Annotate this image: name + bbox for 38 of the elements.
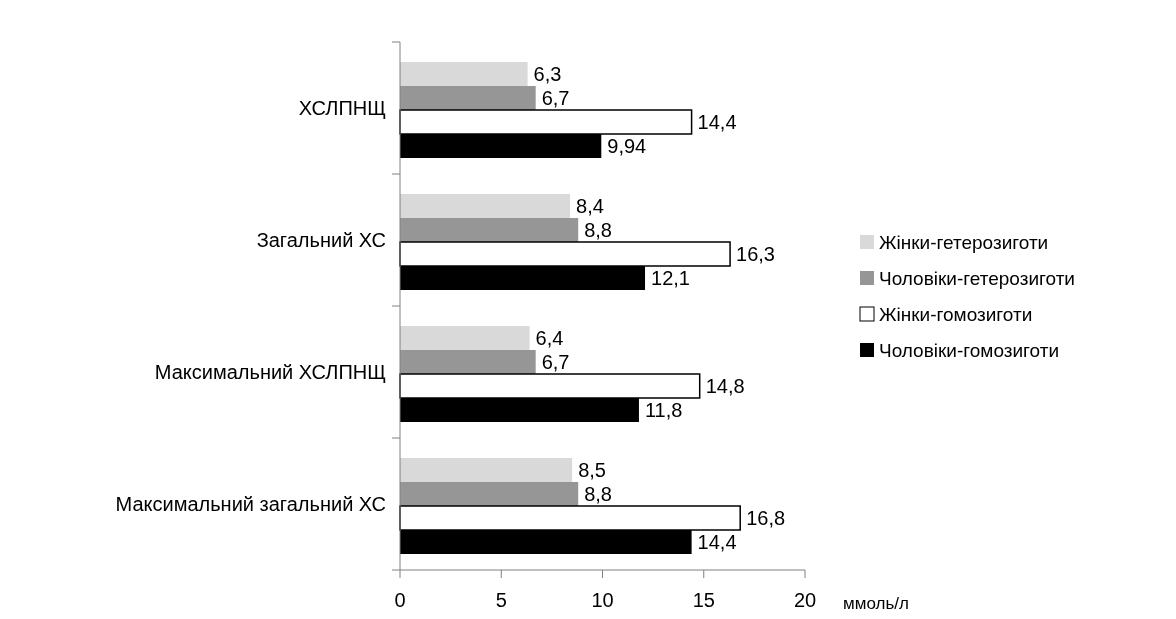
data-label: 12,1: [651, 267, 690, 289]
data-label: 8,5: [578, 459, 606, 481]
data-label: 8,8: [584, 483, 613, 505]
data-label: 16,3: [736, 243, 776, 265]
bar: [400, 482, 579, 506]
bar: [400, 194, 571, 218]
legend-label: Чоловіки-гомозиготи: [879, 340, 1060, 361]
data-label: 8,4: [576, 195, 604, 217]
data-label: 6,7: [541, 351, 570, 373]
legend-label: Жінки-гетерозиготи: [879, 232, 1049, 253]
data-label: 11,8: [644, 399, 683, 421]
bar: [400, 86, 536, 110]
data-label: 6,3: [533, 63, 562, 85]
bar: [400, 326, 530, 350]
data-label: 14,8: [705, 375, 745, 397]
y-tick-label: ХСЛПНЩ: [298, 97, 386, 119]
bar: [400, 458, 573, 482]
x-tick-label: 0: [394, 589, 406, 611]
x-tick-label: 15: [692, 589, 715, 611]
x-axis-title: ммоль/л: [843, 594, 909, 613]
data-label: 14,4: [697, 111, 737, 133]
data-label: 6,7: [541, 87, 570, 109]
data-label: 14,4: [697, 531, 737, 553]
bar: [400, 62, 528, 86]
bar: [400, 350, 536, 374]
x-tick-label: 5: [495, 589, 507, 611]
y-tick-label: Максимальний ХСЛПНЩ: [154, 361, 386, 383]
data-label: 8,8: [584, 219, 613, 241]
data-label: 16,8: [746, 507, 786, 529]
data-label: 6,4: [535, 327, 564, 349]
legend-label: Жінки-гомозиготи: [879, 304, 1033, 325]
bar: [400, 218, 579, 242]
y-tick-label: Загальний ХС: [256, 229, 386, 251]
x-tick-label: 10: [591, 589, 614, 611]
data-label: 9,94: [607, 135, 647, 157]
legend-label: Чоловіки-гетерозиготи: [879, 268, 1075, 289]
x-tick-label: 20: [793, 589, 817, 611]
y-tick-label: Максимальний загальний ХС: [115, 493, 386, 515]
